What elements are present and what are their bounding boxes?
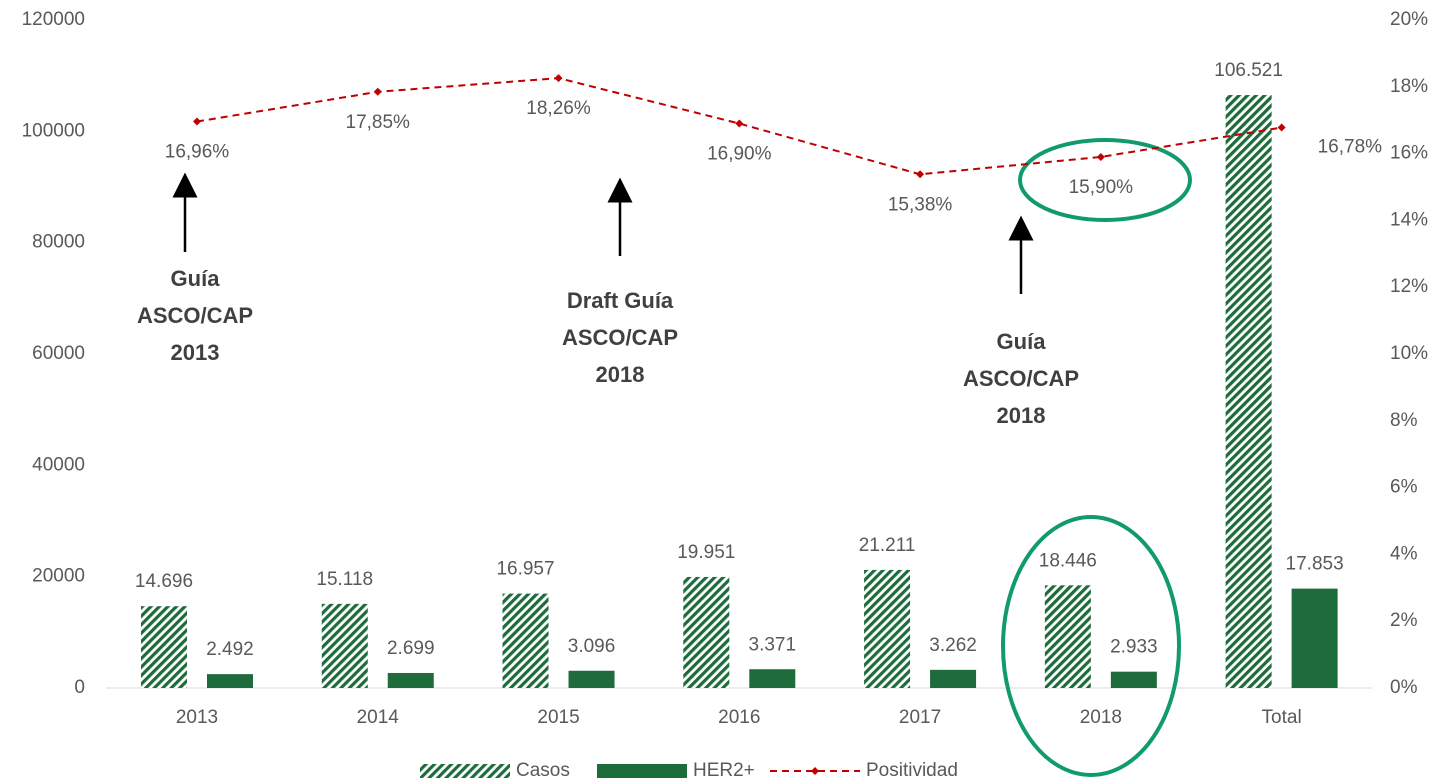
data-label: 16.957 <box>496 559 554 580</box>
data-label: 3.262 <box>929 635 977 656</box>
annotation: ASCO/CAP <box>137 303 253 328</box>
x-tick-label: 2015 <box>537 707 579 728</box>
x-tick-label: Total <box>1262 707 1302 728</box>
legend-swatch <box>597 764 687 778</box>
y-tick-label: 40000 <box>32 454 85 475</box>
legend-label: HER2+ <box>693 760 755 779</box>
data-label: 3.096 <box>568 636 616 657</box>
y2-tick-label: 18% <box>1390 76 1428 97</box>
bar <box>930 669 977 688</box>
bar <box>1110 671 1157 688</box>
y2-tick-label: 14% <box>1390 209 1428 230</box>
y-tick-label: 20000 <box>32 566 85 587</box>
x-tick-label: 2014 <box>357 707 400 728</box>
line-marker <box>373 87 382 96</box>
y-tick-label: 60000 <box>32 343 85 364</box>
data-label: 15,38% <box>888 194 953 215</box>
bar <box>749 669 796 688</box>
annotation: Guía <box>997 329 1047 354</box>
line-marker <box>916 170 925 179</box>
bar <box>206 674 253 688</box>
line-marker <box>1277 123 1286 132</box>
y2-tick-label: 4% <box>1390 543 1418 564</box>
bar <box>321 603 368 688</box>
y2-tick-label: 0% <box>1390 677 1418 698</box>
x-tick-label: 2017 <box>899 707 941 728</box>
x-tick-label: 2018 <box>1080 707 1122 728</box>
line-marker <box>735 119 744 128</box>
data-label: 17,85% <box>346 112 411 133</box>
data-label: 15.118 <box>316 569 373 590</box>
y2-tick-label: 6% <box>1390 477 1418 498</box>
bar <box>1044 585 1091 688</box>
bar <box>1291 588 1338 688</box>
annotation: 2013 <box>171 340 220 365</box>
data-label: 2.933 <box>1110 637 1158 658</box>
highlight-ellipse <box>1001 515 1181 777</box>
data-label: 16,90% <box>707 144 772 165</box>
line-marker <box>554 74 563 83</box>
bar <box>864 569 911 688</box>
data-label: 2.492 <box>206 639 254 660</box>
annotation: ASCO/CAP <box>963 366 1079 391</box>
annotation: ASCO/CAP <box>562 325 678 350</box>
line-marker <box>192 117 201 126</box>
legend-label: Casos <box>516 760 570 779</box>
bar <box>683 576 730 688</box>
y-tick-label: 0 <box>74 677 85 698</box>
x-tick-label: 2016 <box>718 707 760 728</box>
y-tick-label: 120000 <box>22 9 85 30</box>
highlight-ellipse <box>1018 138 1192 222</box>
data-label: 19.951 <box>677 542 735 563</box>
x-tick-label: 2013 <box>176 707 218 728</box>
legend-marker <box>811 767 819 775</box>
bar <box>1225 95 1272 689</box>
data-label: 18.446 <box>1039 550 1097 571</box>
data-label: 21.211 <box>859 535 916 556</box>
bar <box>502 593 549 688</box>
data-label: 16,78% <box>1318 137 1383 158</box>
y2-tick-label: 16% <box>1390 143 1428 164</box>
data-label: 14.696 <box>135 571 193 592</box>
y2-tick-label: 12% <box>1390 276 1428 297</box>
data-label: 3.371 <box>749 634 797 655</box>
bar <box>140 606 187 688</box>
legend-label: Positividad <box>866 760 958 779</box>
bar <box>568 670 615 688</box>
bar <box>387 672 434 688</box>
data-label: 18,26% <box>526 98 591 119</box>
line-marker <box>1096 152 1105 161</box>
data-label: 106.521 <box>1214 60 1283 81</box>
data-label: 16,96% <box>165 142 230 163</box>
y2-tick-label: 20% <box>1390 9 1428 30</box>
annotation: Draft Guía <box>567 288 674 313</box>
data-label: 17.853 <box>1286 554 1344 575</box>
data-label: 2.699 <box>387 638 435 659</box>
annotation: 2018 <box>997 403 1046 428</box>
annotation: Guía <box>171 266 221 291</box>
data-label: 15,90% <box>1069 177 1134 198</box>
y-tick-label: 80000 <box>32 232 85 253</box>
legend-swatch <box>420 764 510 778</box>
y2-tick-label: 10% <box>1390 343 1428 364</box>
y2-tick-label: 2% <box>1390 610 1418 631</box>
y2-tick-label: 8% <box>1390 410 1418 431</box>
annotation: 2018 <box>596 362 645 387</box>
y-tick-label: 100000 <box>22 120 85 141</box>
